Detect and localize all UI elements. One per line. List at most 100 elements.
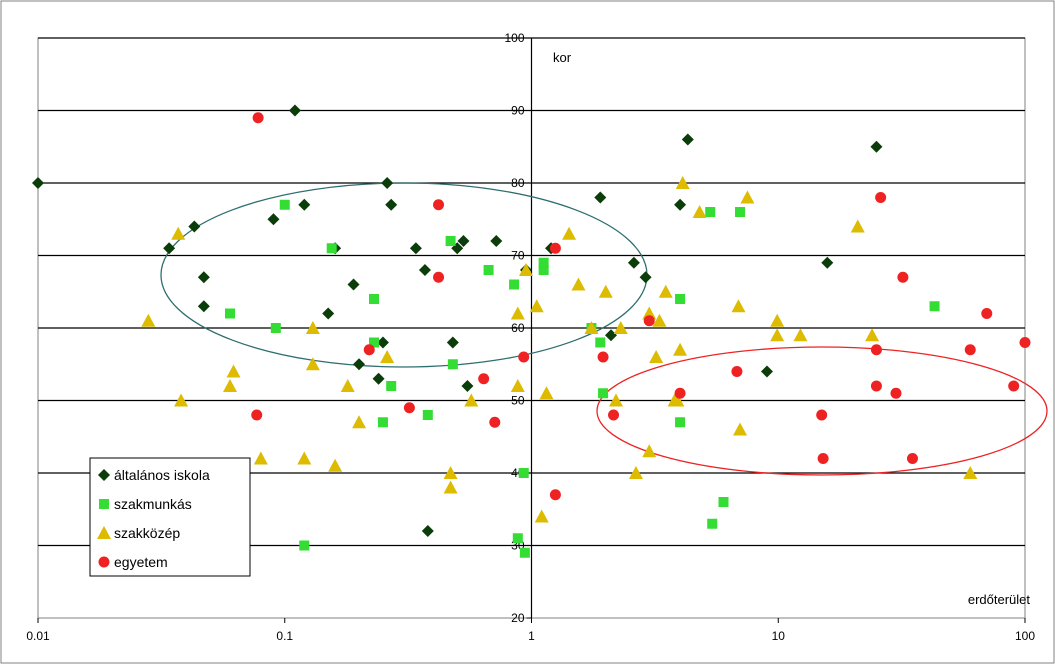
point-s2-2 — [174, 393, 189, 407]
point-s2-11 — [352, 415, 367, 429]
point-s0-16 — [409, 242, 422, 255]
point-s2-17 — [510, 306, 525, 320]
point-s2-20 — [534, 509, 549, 523]
point-s2-8 — [305, 321, 320, 334]
point-s1-10 — [445, 236, 456, 246]
point-s1-21 — [595, 337, 606, 348]
point-s3-5 — [433, 199, 445, 211]
point-s2-23 — [571, 277, 586, 291]
point-s2-42 — [770, 313, 785, 327]
point-s3-20 — [875, 192, 887, 203]
y-tick-label-70: 70 — [511, 249, 525, 263]
x-axis-label: erdőterület — [968, 592, 1031, 607]
point-s2-7 — [305, 357, 320, 371]
point-s2-4 — [226, 364, 241, 378]
point-s0-12 — [372, 372, 385, 385]
legend-label-3: egyetem — [114, 554, 168, 570]
point-s2-6 — [297, 451, 312, 465]
point-s3-1 — [252, 112, 264, 124]
point-s3-17 — [817, 453, 829, 464]
x-tick-label-1: 1 — [528, 629, 535, 643]
point-s2-33 — [658, 284, 673, 298]
point-s1-2 — [279, 199, 290, 210]
point-s1-18 — [538, 257, 549, 268]
point-s2-5 — [253, 451, 268, 465]
legend-label-0: általános iskola — [114, 467, 210, 483]
point-s1-0 — [225, 308, 236, 319]
point-s2-31 — [649, 350, 664, 363]
point-s0-13 — [376, 336, 389, 349]
point-s0-1 — [163, 242, 176, 255]
point-s2-14 — [443, 480, 458, 494]
legend-marker-3 — [98, 556, 110, 568]
point-s2-21 — [539, 386, 554, 400]
y-tick-label-20: 20 — [511, 611, 525, 625]
point-s0-3 — [197, 271, 210, 284]
data-points — [32, 104, 1031, 558]
x-tick-label-0.1: 0.1 — [276, 629, 293, 643]
point-s1-12 — [483, 265, 494, 275]
point-s2-28 — [628, 466, 643, 479]
point-s2-35 — [670, 393, 685, 407]
point-s0-18 — [421, 525, 434, 537]
point-s0-4 — [197, 300, 210, 313]
point-s1-14 — [512, 533, 523, 544]
point-s3-0 — [251, 409, 263, 421]
point-s1-26 — [718, 497, 729, 507]
point-s3-3 — [403, 402, 415, 414]
point-s3-19 — [870, 380, 882, 392]
point-s0-21 — [457, 235, 470, 247]
point-s3-12 — [608, 409, 620, 421]
point-s2-3 — [223, 379, 238, 392]
point-s0-10 — [347, 278, 360, 291]
point-s2-18 — [519, 263, 534, 276]
point-s2-39 — [731, 299, 746, 313]
point-s1-27 — [735, 207, 746, 217]
y-tick-label-60: 60 — [511, 321, 525, 335]
legend-label-2: szakközép — [114, 525, 180, 541]
point-s3-16 — [816, 409, 828, 421]
x-tick-label-0.01: 0.01 — [26, 629, 50, 643]
point-s2-46 — [865, 328, 880, 342]
point-s2-22 — [562, 226, 577, 240]
point-s0-27 — [605, 329, 618, 342]
series-0 — [32, 104, 883, 537]
point-s3-7 — [489, 416, 501, 428]
point-s3-6 — [478, 373, 490, 385]
point-s2-24 — [584, 321, 599, 334]
point-s2-13 — [443, 466, 458, 479]
point-s2-32 — [652, 313, 667, 327]
point-s3-25 — [981, 308, 993, 319]
point-s2-36 — [673, 342, 688, 356]
point-s1-9 — [422, 410, 433, 420]
point-s1-8 — [386, 381, 397, 391]
y-tick-label-90: 90 — [511, 104, 525, 118]
point-s0-26 — [594, 191, 607, 204]
y-tick-label-80: 80 — [511, 176, 525, 190]
point-s2-30 — [642, 306, 657, 320]
point-s2-43 — [770, 328, 785, 342]
point-s1-13 — [509, 279, 520, 290]
legend-marker-1 — [99, 499, 109, 509]
point-s1-4 — [326, 243, 337, 254]
point-s3-10 — [549, 242, 561, 254]
point-s3-14 — [674, 387, 686, 399]
point-s3-23 — [906, 453, 918, 464]
point-s2-26 — [608, 393, 623, 407]
x-tick-label-100: 100 — [1015, 629, 1035, 643]
y-tick-label-50: 50 — [511, 394, 525, 408]
legend-marker-0 — [98, 469, 110, 481]
point-s3-15 — [731, 366, 743, 377]
x-tick-label-10: 10 — [772, 629, 786, 643]
point-s1-7 — [377, 417, 388, 428]
point-s0-19 — [446, 336, 459, 349]
y-axis-label: kor — [553, 50, 572, 65]
point-s1-22 — [675, 294, 686, 304]
point-s2-10 — [340, 379, 355, 392]
point-s2-1 — [171, 226, 186, 240]
point-s1-6 — [369, 337, 380, 348]
point-s3-4 — [433, 271, 445, 283]
point-s0-11 — [353, 358, 366, 371]
point-s2-40 — [733, 422, 748, 436]
point-s3-2 — [363, 344, 375, 356]
